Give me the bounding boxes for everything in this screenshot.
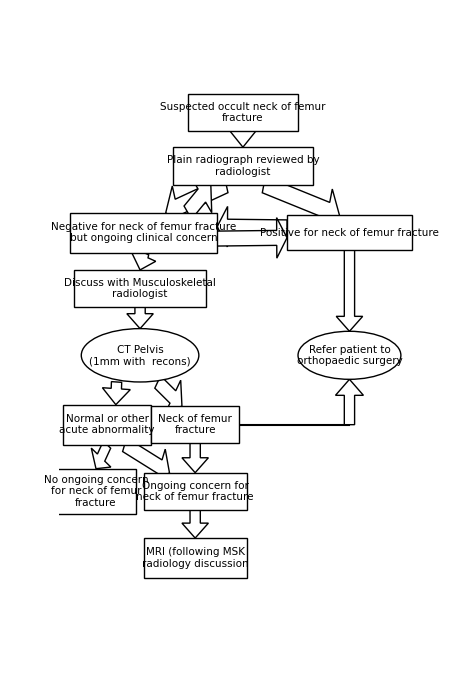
FancyBboxPatch shape	[144, 473, 246, 510]
Text: Refer patient to
orthopaedic surgery: Refer patient to orthopaedic surgery	[297, 344, 402, 366]
FancyBboxPatch shape	[70, 213, 217, 252]
Polygon shape	[127, 307, 153, 328]
FancyBboxPatch shape	[55, 468, 137, 514]
Polygon shape	[262, 176, 339, 232]
Polygon shape	[102, 382, 130, 405]
Polygon shape	[166, 177, 228, 229]
Text: Suspected occult neck of femur
fracture: Suspected occult neck of femur fracture	[160, 102, 326, 123]
Polygon shape	[217, 207, 287, 247]
Polygon shape	[182, 444, 209, 473]
Polygon shape	[217, 218, 287, 258]
FancyBboxPatch shape	[287, 216, 412, 250]
FancyBboxPatch shape	[151, 406, 239, 444]
FancyBboxPatch shape	[188, 94, 298, 131]
Text: Discuss with Musculoskeletal
radiologist: Discuss with Musculoskeletal radiologist	[64, 278, 216, 299]
Polygon shape	[336, 250, 363, 331]
Polygon shape	[91, 441, 111, 468]
FancyBboxPatch shape	[173, 147, 313, 184]
Polygon shape	[184, 178, 212, 219]
Polygon shape	[336, 379, 364, 425]
Ellipse shape	[82, 328, 199, 382]
Text: Plain radiograph reviewed by
radiologist: Plain radiograph reviewed by radiologist	[167, 155, 319, 177]
FancyBboxPatch shape	[63, 405, 151, 445]
Text: Positive for neck of femur fracture: Positive for neck of femur fracture	[260, 227, 439, 238]
FancyBboxPatch shape	[74, 270, 206, 307]
Text: MRI (following MSK
radiology discussion: MRI (following MSK radiology discussion	[142, 547, 248, 569]
Polygon shape	[130, 250, 156, 270]
Text: Ongoing concern for
neck of femur fracture: Ongoing concern for neck of femur fractu…	[137, 480, 254, 502]
Text: Neck of femur
fracture: Neck of femur fracture	[158, 414, 232, 435]
Ellipse shape	[298, 331, 401, 379]
Polygon shape	[182, 510, 209, 538]
Text: Normal or other
acute abnormality: Normal or other acute abnormality	[59, 414, 155, 435]
Text: CT Pelvis
(1mm with  recons): CT Pelvis (1mm with recons)	[89, 344, 191, 366]
Text: No ongoing concern
for neck of femur
fracture: No ongoing concern for neck of femur fra…	[44, 475, 148, 508]
Polygon shape	[155, 376, 182, 414]
Text: Negative for neck of femur fracture
but ongoing clinical concern: Negative for neck of femur fracture but …	[51, 222, 237, 243]
Polygon shape	[123, 438, 169, 484]
Polygon shape	[230, 131, 256, 147]
FancyBboxPatch shape	[144, 538, 246, 578]
